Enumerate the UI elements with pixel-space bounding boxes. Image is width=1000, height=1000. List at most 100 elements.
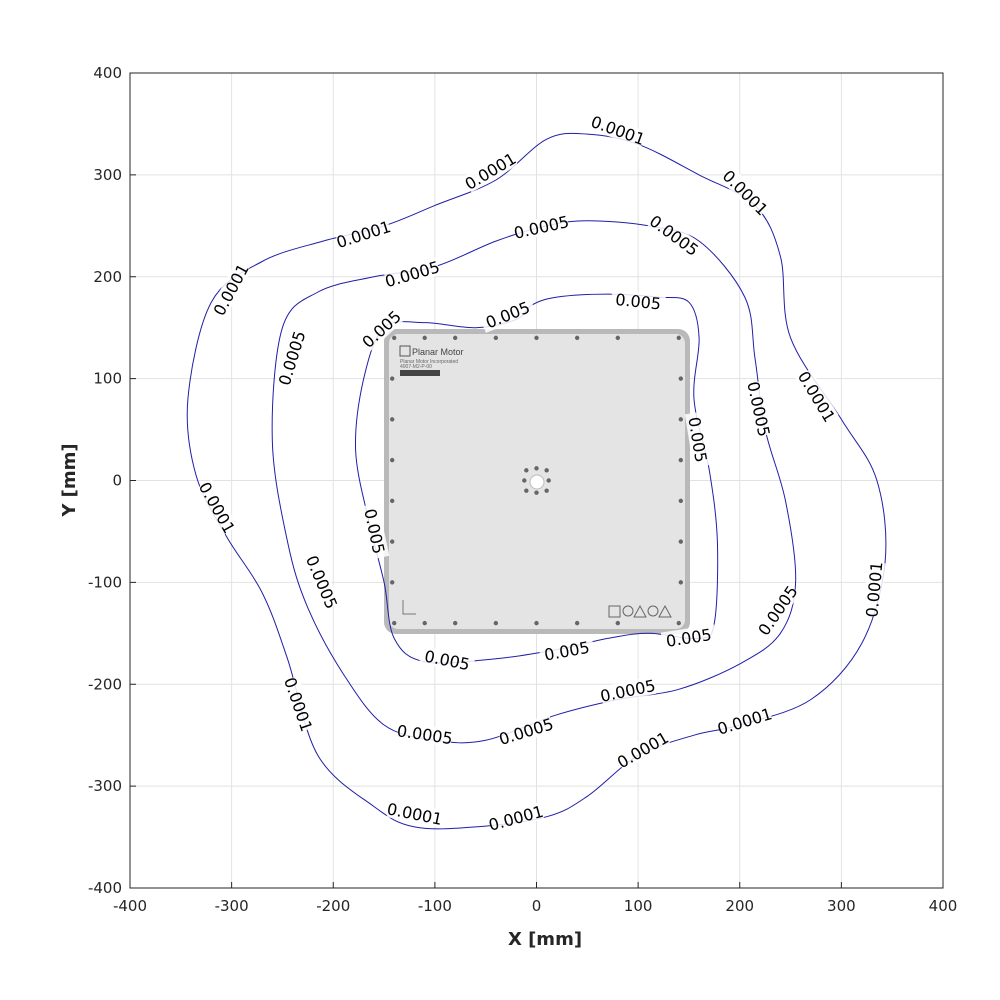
x-tick-label: -400	[113, 897, 147, 915]
y-tick-label: -200	[88, 675, 122, 693]
mounting-hole	[544, 488, 549, 493]
x-tick-label: -300	[215, 897, 249, 915]
mounting-hole	[546, 478, 551, 483]
mounting-hole	[678, 457, 684, 463]
mounting-hole	[392, 620, 397, 626]
hazard-icon	[658, 604, 672, 618]
contour-label-bg	[479, 296, 537, 333]
contour-label-bg	[487, 801, 545, 834]
contour-label-bg	[210, 261, 252, 318]
contour-label-bg	[360, 502, 390, 560]
mounting-hole	[389, 580, 395, 585]
contour-label-bg	[538, 636, 595, 665]
y-tick-label: 400	[93, 64, 122, 82]
mounting-hole	[453, 335, 458, 341]
tick-labels: -400 -300 -200 -100 0 100 200 300 400 -400 -300 -20…	[88, 64, 957, 915]
contour-label-bg	[795, 368, 839, 425]
contour-label-bg	[383, 257, 441, 290]
mounting-hole	[389, 417, 395, 422]
mounting-hole	[678, 539, 684, 544]
mounting-hole	[574, 620, 580, 626]
mounting-hole	[544, 468, 549, 473]
contour-label-bg	[386, 799, 443, 828]
x-tick-label: 200	[725, 897, 754, 915]
mounting-hole	[676, 335, 681, 341]
mounting-hole	[534, 620, 539, 626]
no-symbol-icon	[622, 605, 634, 617]
contour-label-bg	[419, 645, 476, 674]
y-tick-label: 0	[112, 472, 122, 490]
y-tick-label: 100	[93, 370, 122, 388]
brand-logo-icon	[399, 345, 411, 357]
heart-sign-icon	[647, 605, 659, 617]
contour-label-bg	[684, 411, 712, 468]
contour-label-bg	[275, 329, 309, 387]
contour-label-bg	[647, 211, 702, 259]
contour-label-bg	[614, 728, 671, 771]
mounting-hole	[676, 620, 681, 626]
contour-label-bg	[281, 675, 316, 733]
y-tick-label: -100	[88, 573, 122, 591]
contour-label-bg	[599, 676, 657, 705]
mounting-hole	[534, 335, 539, 341]
mounting-hole	[389, 539, 395, 544]
x-tick-label: -100	[418, 897, 452, 915]
mounting-hole	[678, 580, 684, 585]
contour-line-0.005	[355, 293, 719, 664]
warning-icon	[633, 604, 647, 618]
motor-tile-image: Planar Motor Planar Motor Incorporated 4…	[384, 329, 690, 634]
plate-brand-text: Planar Motor	[412, 347, 464, 357]
y-tick-label: -300	[88, 777, 122, 795]
mounting-hole	[389, 498, 395, 504]
contour-label-bg	[303, 553, 341, 611]
contour-line-0.0001	[186, 132, 887, 830]
mounting-hole	[493, 335, 499, 341]
mounting-hole	[678, 498, 684, 504]
mounting-hole	[678, 417, 684, 422]
x-tick-label: 100	[624, 897, 653, 915]
mounting-hole	[422, 335, 427, 341]
y-tick-label: -400	[88, 879, 122, 897]
mounting-hole	[534, 490, 539, 495]
x-tick-label: 400	[929, 897, 958, 915]
contour-label-bg	[462, 149, 519, 193]
mounting-hole	[422, 620, 427, 626]
mounting-hole	[522, 478, 527, 483]
contour-label-bg	[334, 217, 392, 251]
axis-marker-icon	[402, 600, 416, 615]
center-port-icon	[529, 474, 545, 490]
mounting-hole	[524, 468, 529, 473]
mounting-holes	[389, 335, 684, 626]
contour-label-bg	[862, 561, 886, 618]
x-tick-label: -200	[316, 897, 350, 915]
mounting-hole	[534, 466, 539, 471]
x-tick-label: 0	[532, 897, 542, 915]
y-tick-label: 200	[93, 268, 122, 286]
contour-label-bg	[497, 714, 555, 748]
contour-label: 0.005	[614, 290, 661, 313]
contour-label-bg	[754, 582, 801, 638]
y-tick-label: 300	[93, 166, 122, 184]
x-axis-label: X [mm]	[508, 929, 582, 950]
x-tick-label: 300	[827, 897, 856, 915]
mounting-hole	[389, 457, 395, 463]
contour-label-bg	[720, 167, 771, 218]
contour-label-bg	[396, 721, 453, 748]
contour-label-bg	[589, 112, 647, 148]
mounting-hole	[524, 488, 529, 493]
mounting-hole	[389, 376, 395, 381]
mounting-hole	[678, 376, 684, 381]
contour-label-bg	[660, 624, 717, 651]
contour-label-bg	[513, 212, 570, 242]
axes-box	[129, 72, 944, 889]
contour-label-bg	[610, 289, 666, 313]
contour-label-bg	[716, 704, 773, 738]
mounting-hole	[392, 335, 397, 341]
contour-label-bg	[196, 479, 239, 536]
grid	[129, 72, 944, 889]
mounting-hole	[615, 620, 620, 626]
mounting-hole	[493, 620, 499, 626]
contour-label-bg	[744, 380, 774, 438]
mounting-hole	[453, 620, 458, 626]
